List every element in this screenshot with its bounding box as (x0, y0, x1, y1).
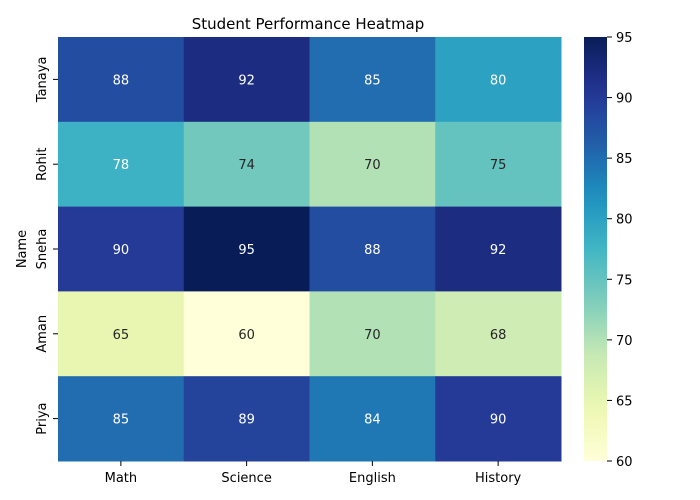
cell-value-label: 74 (238, 158, 255, 173)
colorbar-tick-label: 80 (616, 213, 633, 228)
y-tick-label: Rohit (35, 148, 50, 181)
heatmap-cell (183, 206, 310, 292)
cell-value-label: 85 (364, 73, 381, 88)
colorbar-tick-label: 95 (616, 31, 633, 46)
cell-value-label: 80 (490, 73, 507, 88)
y-tick-label: Sneha (35, 229, 50, 270)
heatmap-cell (58, 37, 185, 123)
heatmap-cell (183, 121, 310, 208)
cell-value-label: 65 (113, 328, 130, 343)
cell-value-label: 85 (113, 413, 130, 428)
heatmap-cell (58, 291, 185, 377)
heatmap-cell (58, 121, 185, 208)
colorbar (584, 37, 607, 461)
heatmap-cell (58, 376, 185, 462)
cell-value-label: 60 (238, 328, 255, 343)
heatmap-cell (435, 37, 562, 123)
cell-value-label: 75 (490, 158, 507, 173)
x-tick-label: History (475, 471, 522, 486)
chart-title: Student Performance Heatmap (192, 15, 425, 33)
heatmap-cell (183, 376, 310, 462)
x-tick-label: Math (105, 471, 138, 486)
heatmap-cell (309, 291, 436, 377)
heatmap-cell (435, 206, 562, 292)
cell-value-label: 90 (490, 413, 507, 428)
heatmap-cell (309, 206, 436, 292)
heatmap-cell (309, 37, 436, 123)
y-tick-label: Priya (35, 402, 50, 434)
colorbar-axis: 60 65 70 75 80 85 90 95 (607, 31, 633, 470)
x-tick-label: English (349, 471, 396, 486)
cell-value-label: 89 (238, 413, 255, 428)
colorbar-tick-label: 65 (616, 394, 633, 409)
cell-value-label: 92 (238, 73, 255, 88)
y-axis-label: Name (15, 230, 30, 268)
cell-value-label: 84 (364, 413, 381, 428)
colorbar-tick-label: 60 (616, 455, 633, 470)
cell-value-label: 90 (113, 243, 130, 258)
cell-value-label: 92 (490, 243, 507, 258)
heatmap-cell (435, 121, 562, 208)
cell-value-label: 70 (364, 328, 381, 343)
cell-value-label: 78 (113, 158, 130, 173)
cell-value-label: 70 (364, 158, 381, 173)
colorbar-tick-label: 90 (616, 92, 633, 107)
heatmap-cell (183, 37, 310, 123)
heatmap-cell (435, 376, 562, 462)
colorbar-tick-label: 75 (616, 273, 633, 288)
x-tick-label: Science (221, 471, 271, 486)
y-tick-label: Tanaya (35, 57, 50, 104)
colorbar-tick-label: 70 (616, 334, 633, 349)
y-axis: Tanaya Rohit Sneha Aman Priya (35, 57, 58, 435)
heatmap-cell (309, 376, 436, 462)
heatmap-cell (183, 291, 310, 377)
cell-value-label: 88 (113, 73, 130, 88)
y-tick-label: Aman (35, 315, 50, 353)
cell-value-label: 95 (238, 243, 255, 258)
cell-value-label: 88 (364, 243, 381, 258)
heatmap-cells: 88 92 85 80 78 74 70 75 90 95 88 92 65 60 70 68 85 89 84 90 (58, 37, 562, 462)
heatmap-cell (435, 291, 562, 377)
x-axis: Math Science English History (105, 461, 522, 486)
colorbar-tick-label: 85 (616, 152, 633, 167)
heatmap-cell (58, 206, 185, 292)
cell-value-label: 68 (490, 328, 507, 343)
heatmap-cell (309, 121, 436, 208)
